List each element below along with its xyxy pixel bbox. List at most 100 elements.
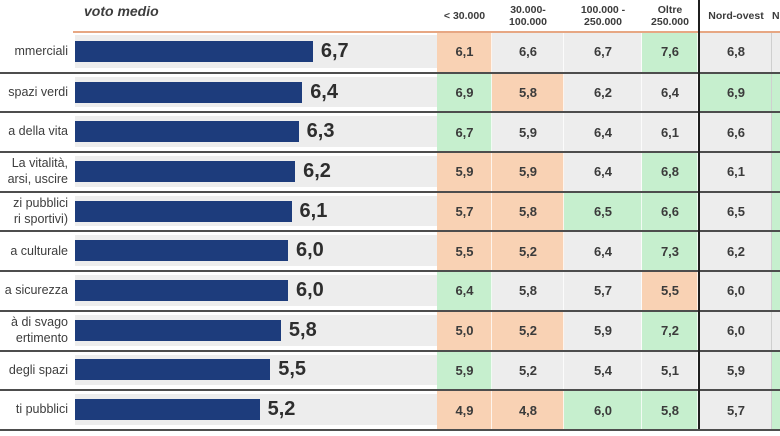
table-row: a sicurezza 6,0 6,4 5,8 5,7 5,5 6,0 bbox=[0, 270, 780, 310]
bar-value-label: 5,5 bbox=[278, 358, 307, 381]
table-row: degli spazi 5,5 5,9 5,2 5,4 5,1 5,9 bbox=[0, 349, 780, 390]
partial-next-column-cell bbox=[771, 192, 780, 231]
bar-value-label: 6,1 bbox=[299, 199, 328, 222]
value-cell: 5,7 bbox=[437, 192, 492, 231]
value-cell: 5,9 bbox=[698, 351, 771, 390]
value-cell: 5,7 bbox=[564, 272, 642, 310]
value-cell: 4,8 bbox=[492, 391, 564, 429]
partial-next-column-cell bbox=[771, 113, 780, 152]
bar-track: 6,1 bbox=[75, 195, 437, 227]
value-cell: 6,6 bbox=[492, 32, 564, 72]
value-cell: 5,2 bbox=[492, 311, 564, 350]
value-cell: 6,1 bbox=[437, 32, 492, 72]
col-header-30000-100000: 30.000- 100.000 bbox=[509, 4, 547, 28]
bar-chart-cell: 6,0 bbox=[73, 232, 437, 271]
bar-chart-cell: 6,4 bbox=[73, 73, 437, 112]
value-cell: 6,7 bbox=[437, 113, 492, 152]
row-label: a della vita bbox=[0, 113, 73, 152]
col-header-lt-30000: < 30.000 bbox=[443, 10, 486, 22]
col-header-oltre-250000: Oltre 250.000 bbox=[651, 4, 689, 28]
value-cell: 6,2 bbox=[564, 73, 642, 112]
value-cell: 5,8 bbox=[492, 192, 564, 231]
value-cell: 6,5 bbox=[698, 192, 771, 231]
bar bbox=[75, 240, 288, 262]
value-cell: 5,1 bbox=[642, 351, 698, 390]
value-cell: 6,4 bbox=[564, 232, 642, 271]
value-cell: 6,1 bbox=[698, 153, 771, 191]
bar-track: 6,2 bbox=[75, 156, 437, 187]
bar bbox=[75, 200, 292, 222]
value-cell: 6,4 bbox=[437, 272, 492, 310]
bar-chart-cell: 6,3 bbox=[73, 113, 437, 152]
bar bbox=[75, 279, 288, 301]
value-cell: 6,6 bbox=[642, 192, 698, 231]
value-cell: 6,4 bbox=[564, 153, 642, 191]
value-cell: 5,9 bbox=[492, 153, 564, 191]
table-row: à di svago ertimento 5,8 5,0 5,2 5,9 7,2 6,0 bbox=[0, 309, 780, 350]
region-divider-line bbox=[698, 0, 700, 431]
chart-title: voto medio bbox=[84, 3, 159, 19]
value-cell: 6,8 bbox=[642, 153, 698, 191]
partial-next-column-cell bbox=[771, 391, 780, 429]
value-cell: 5,8 bbox=[492, 73, 564, 112]
table-bottom-border bbox=[0, 429, 780, 431]
value-cell: 6,4 bbox=[564, 113, 642, 152]
partial-next-column-cell bbox=[771, 153, 780, 191]
bar-value-label: 6,0 bbox=[296, 239, 324, 262]
bar bbox=[75, 359, 271, 381]
bar-track: 5,8 bbox=[75, 314, 437, 346]
bar-value-label: 6,2 bbox=[303, 159, 331, 182]
value-cell: 6,4 bbox=[642, 73, 698, 112]
row-label: a sicurezza bbox=[0, 272, 73, 310]
value-cell: 6,0 bbox=[698, 272, 771, 310]
table-row: La vitalità, arsi, uscire 6,2 5,9 5,9 6,4 6,8 6… bbox=[0, 151, 780, 191]
value-cell: 6,9 bbox=[698, 73, 771, 112]
value-cell: 5,2 bbox=[492, 232, 564, 271]
bar bbox=[75, 121, 299, 143]
col-header-nord-ovest: Nord-ovest bbox=[708, 10, 764, 22]
bar-value-label: 5,8 bbox=[288, 318, 317, 341]
bar-chart-cell: 5,5 bbox=[73, 351, 437, 390]
bar-track: 6,0 bbox=[75, 235, 437, 267]
table-header: voto medio < 30.000 30.000- 100.000 100.0… bbox=[0, 0, 780, 32]
value-cell: 5,5 bbox=[642, 272, 698, 310]
row-label: La vitalità, arsi, uscire bbox=[0, 153, 73, 191]
bar bbox=[75, 399, 260, 421]
bar-track: 6,3 bbox=[75, 116, 437, 148]
row-label: à di svago ertimento bbox=[0, 311, 73, 350]
bar-track: 6,0 bbox=[75, 275, 437, 306]
partial-next-column-cell bbox=[771, 232, 780, 271]
value-cell: 5,9 bbox=[437, 153, 492, 191]
chart-header-cell: voto medio bbox=[73, 0, 437, 32]
value-cell: 4,9 bbox=[437, 391, 492, 429]
row-label: ti pubblici bbox=[0, 391, 73, 429]
value-cell: 7,2 bbox=[642, 311, 698, 350]
bar-chart-cell: 5,8 bbox=[73, 311, 437, 350]
partial-next-column-cell bbox=[771, 311, 780, 350]
row-label: zi pubblici ri sportivi) bbox=[0, 192, 73, 231]
value-cell: 5,4 bbox=[564, 351, 642, 390]
value-cell: 6,1 bbox=[642, 113, 698, 152]
bar-value-label: 6,4 bbox=[310, 80, 338, 103]
table-row: zi pubblici ri sportivi) 6,1 5,7 5,8 6,5 6,6 6,… bbox=[0, 190, 780, 231]
value-cell: 7,6 bbox=[642, 32, 698, 72]
partial-next-column-cell bbox=[771, 32, 780, 72]
table-row: ti pubblici 5,2 4,9 4,8 6,0 5,8 5,7 bbox=[0, 389, 780, 429]
row-label: spazi verdi bbox=[0, 73, 73, 112]
value-cell: 5,9 bbox=[564, 311, 642, 350]
bar-chart-cell: 6,1 bbox=[73, 192, 437, 231]
col-header-100000-250000: 100.000 -250.000 bbox=[580, 4, 626, 28]
value-cell: 5,8 bbox=[642, 391, 698, 429]
partial-next-column-cell bbox=[771, 272, 780, 310]
value-cell: 7,3 bbox=[642, 232, 698, 271]
bar-chart-cell: 6,7 bbox=[73, 32, 437, 72]
value-cell: 5,9 bbox=[437, 351, 492, 390]
bar-value-label: 5,2 bbox=[267, 398, 296, 421]
partial-next-column-cell bbox=[771, 73, 780, 112]
bar-chart-cell: 6,2 bbox=[73, 153, 437, 191]
value-cell: 5,5 bbox=[437, 232, 492, 271]
value-cell: 5,0 bbox=[437, 311, 492, 350]
row-label: mmerciali bbox=[0, 32, 73, 72]
bar-track: 6,4 bbox=[75, 76, 437, 108]
